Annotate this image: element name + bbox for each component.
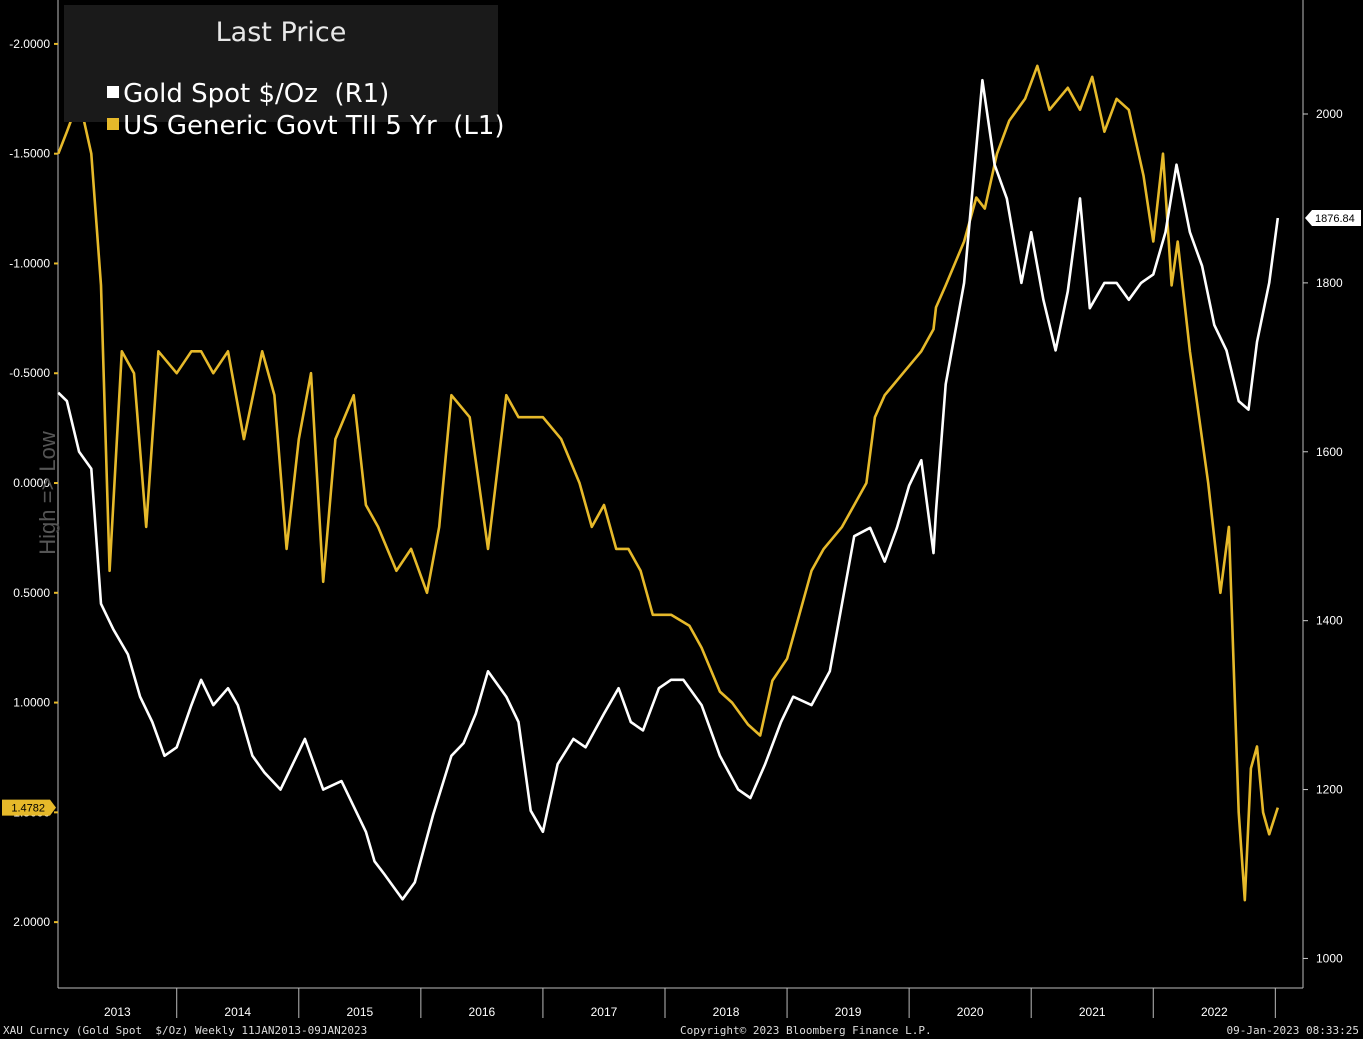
right-tick-label: 2000	[1316, 107, 1343, 121]
x-tick-label: 2019	[835, 1005, 862, 1019]
tips-last-value-marker	[2, 799, 56, 816]
x-tick-label: 2013	[104, 1005, 131, 1019]
legend-swatch-tips	[107, 117, 120, 130]
legend-swatch-gold	[107, 85, 120, 98]
left-tick-label: -1.0000	[9, 256, 50, 270]
x-tick-label: 2021	[1079, 1005, 1106, 1019]
left-tick-label: -0.5000	[9, 366, 50, 380]
right-axis: 1000 1200 1400 1600 1800 2000	[1303, 107, 1343, 965]
gold-last-value-label: 1876.84	[1315, 213, 1355, 225]
footer-timestamp: 09-Jan-2023 08:33:25	[1226, 1024, 1359, 1037]
x-tick-label: 2014	[224, 1005, 251, 1019]
x-axis: 2013 2014 2015 2016 2017 2018 2019 2020 2021 2022	[104, 988, 1276, 1019]
left-axis-title: High => Low	[35, 431, 60, 555]
legend-title: Last Price	[215, 17, 347, 48]
x-tick-label: 2015	[346, 1005, 373, 1019]
legend-item-tips: US Generic Govt TII 5 Yr (L1)	[74, 81, 505, 171]
tips-5yr-line	[57, 64, 1280, 902]
footer-source: XAU Curncy (Gold Spot $/Oz) Weekly 11JAN…	[3, 1024, 368, 1037]
x-tick-label: 2018	[713, 1005, 740, 1019]
gold-spot-line	[57, 78, 1280, 901]
tips-last-value-label: 1.4782	[11, 803, 45, 815]
left-tick-label: 0.5000	[13, 586, 50, 600]
legend-label-gold: Gold Spot $/Oz (R1)	[123, 79, 390, 109]
right-tick-label: 1400	[1316, 614, 1343, 628]
right-tick-label: 1200	[1316, 783, 1343, 797]
footer-copyright: Copyright© 2023 Bloomberg Finance L.P.	[680, 1024, 932, 1037]
left-tick-label: 0.0000	[13, 476, 50, 490]
x-tick-label: 2020	[957, 1005, 984, 1019]
legend-item-gold: Gold Spot $/Oz (R1)	[74, 49, 389, 139]
x-tick-label: 2022	[1201, 1005, 1228, 1019]
right-tick-label: 1800	[1316, 276, 1343, 290]
x-tick-label: 2017	[591, 1005, 618, 1019]
left-tick-label: 2.0000	[13, 915, 50, 929]
left-tick-label: -2.0000	[9, 37, 50, 51]
x-tick-label: 2016	[469, 1005, 496, 1019]
right-tick-label: 1600	[1316, 445, 1343, 459]
right-tick-label: 1000	[1316, 951, 1343, 965]
legend-label-tips: US Generic Govt TII 5 Yr (L1)	[123, 111, 505, 141]
gold-last-value-marker	[1305, 210, 1361, 227]
legend: Last Price Gold Spot $/Oz (R1) US Generi…	[64, 5, 505, 141]
left-tick-label: 1.0000	[13, 696, 50, 710]
left-tick-label: -1.5000	[9, 147, 50, 161]
